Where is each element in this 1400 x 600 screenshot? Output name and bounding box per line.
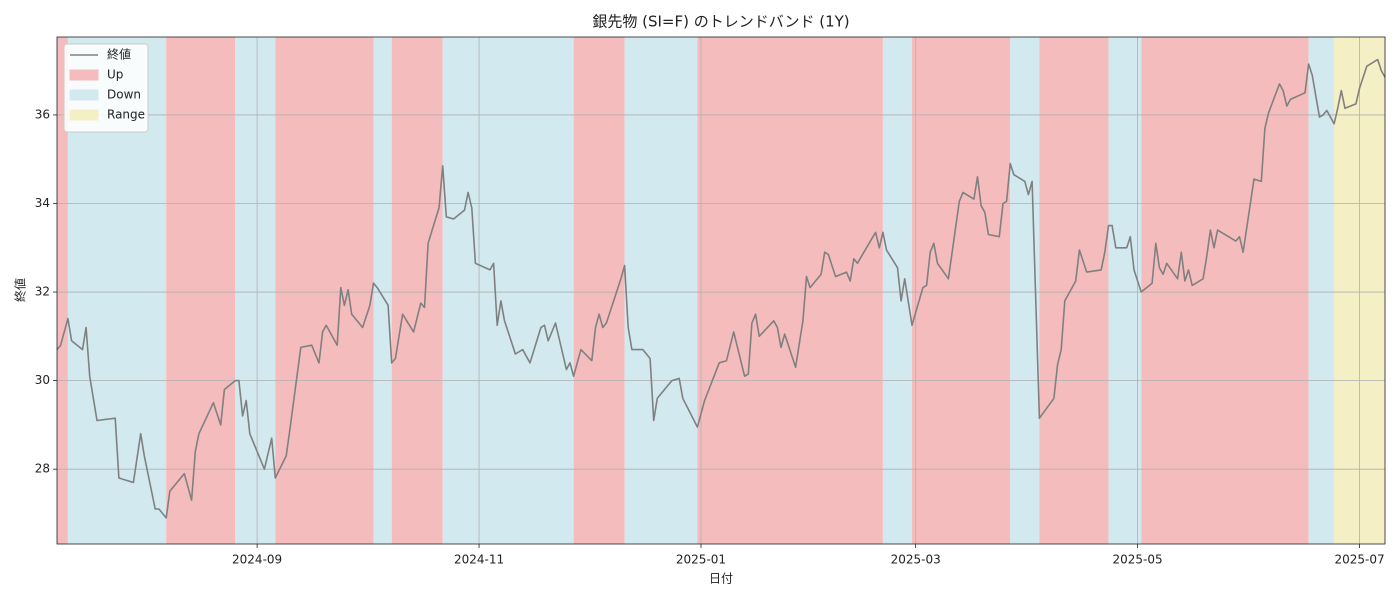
x-tick-label: 2025-01: [676, 553, 726, 567]
regime-band: [1010, 37, 1040, 544]
regime-band: [391, 37, 443, 544]
regime-band: [1308, 37, 1335, 544]
regime-band: [624, 37, 698, 544]
y-tick-label: 34: [35, 196, 50, 210]
legend-label: Up: [107, 68, 123, 82]
legend-swatch: [69, 69, 99, 81]
regime-band: [697, 37, 883, 544]
regime-band: [373, 37, 392, 544]
regime-band: [1039, 37, 1109, 544]
x-axis-label: 日付: [709, 572, 733, 586]
regime-band: [235, 37, 276, 544]
x-tick-label: 2025-05: [1113, 553, 1163, 567]
regime-band: [912, 37, 1011, 544]
legend: 終値 Up Down Range: [63, 43, 149, 133]
regime-band: [275, 37, 374, 544]
regime-band: [882, 37, 913, 544]
regime-band: [57, 37, 68, 544]
y-tick-label: 36: [35, 107, 50, 121]
legend-label: 終値: [107, 47, 131, 62]
x-tick-label: 2024-09: [232, 553, 282, 567]
x-tick-label: 2024-11: [454, 553, 504, 567]
y-tick-label: 30: [35, 373, 50, 387]
y-tick-label: 32: [35, 285, 50, 299]
y-tick-label: 28: [35, 462, 50, 476]
legend-swatch: [69, 89, 99, 101]
regime-band: [166, 37, 236, 544]
plot-frame: [56, 36, 1386, 545]
x-tick-label: 2025-07: [1334, 553, 1384, 567]
price-line: [56, 58, 1386, 519]
regime-band: [1108, 37, 1142, 544]
regime-band: [1141, 37, 1309, 544]
regime-band: [573, 37, 625, 544]
legend-label: Range: [107, 108, 145, 122]
legend-label: Down: [107, 88, 141, 102]
regime-band: [442, 37, 574, 544]
y-axis-label: 終値: [13, 278, 28, 302]
chart-title: 銀先物 (SI=F) のトレンドバンド (1Y): [592, 13, 849, 31]
x-tick-label: 2025-03: [891, 553, 941, 567]
legend-swatch: [69, 109, 99, 121]
